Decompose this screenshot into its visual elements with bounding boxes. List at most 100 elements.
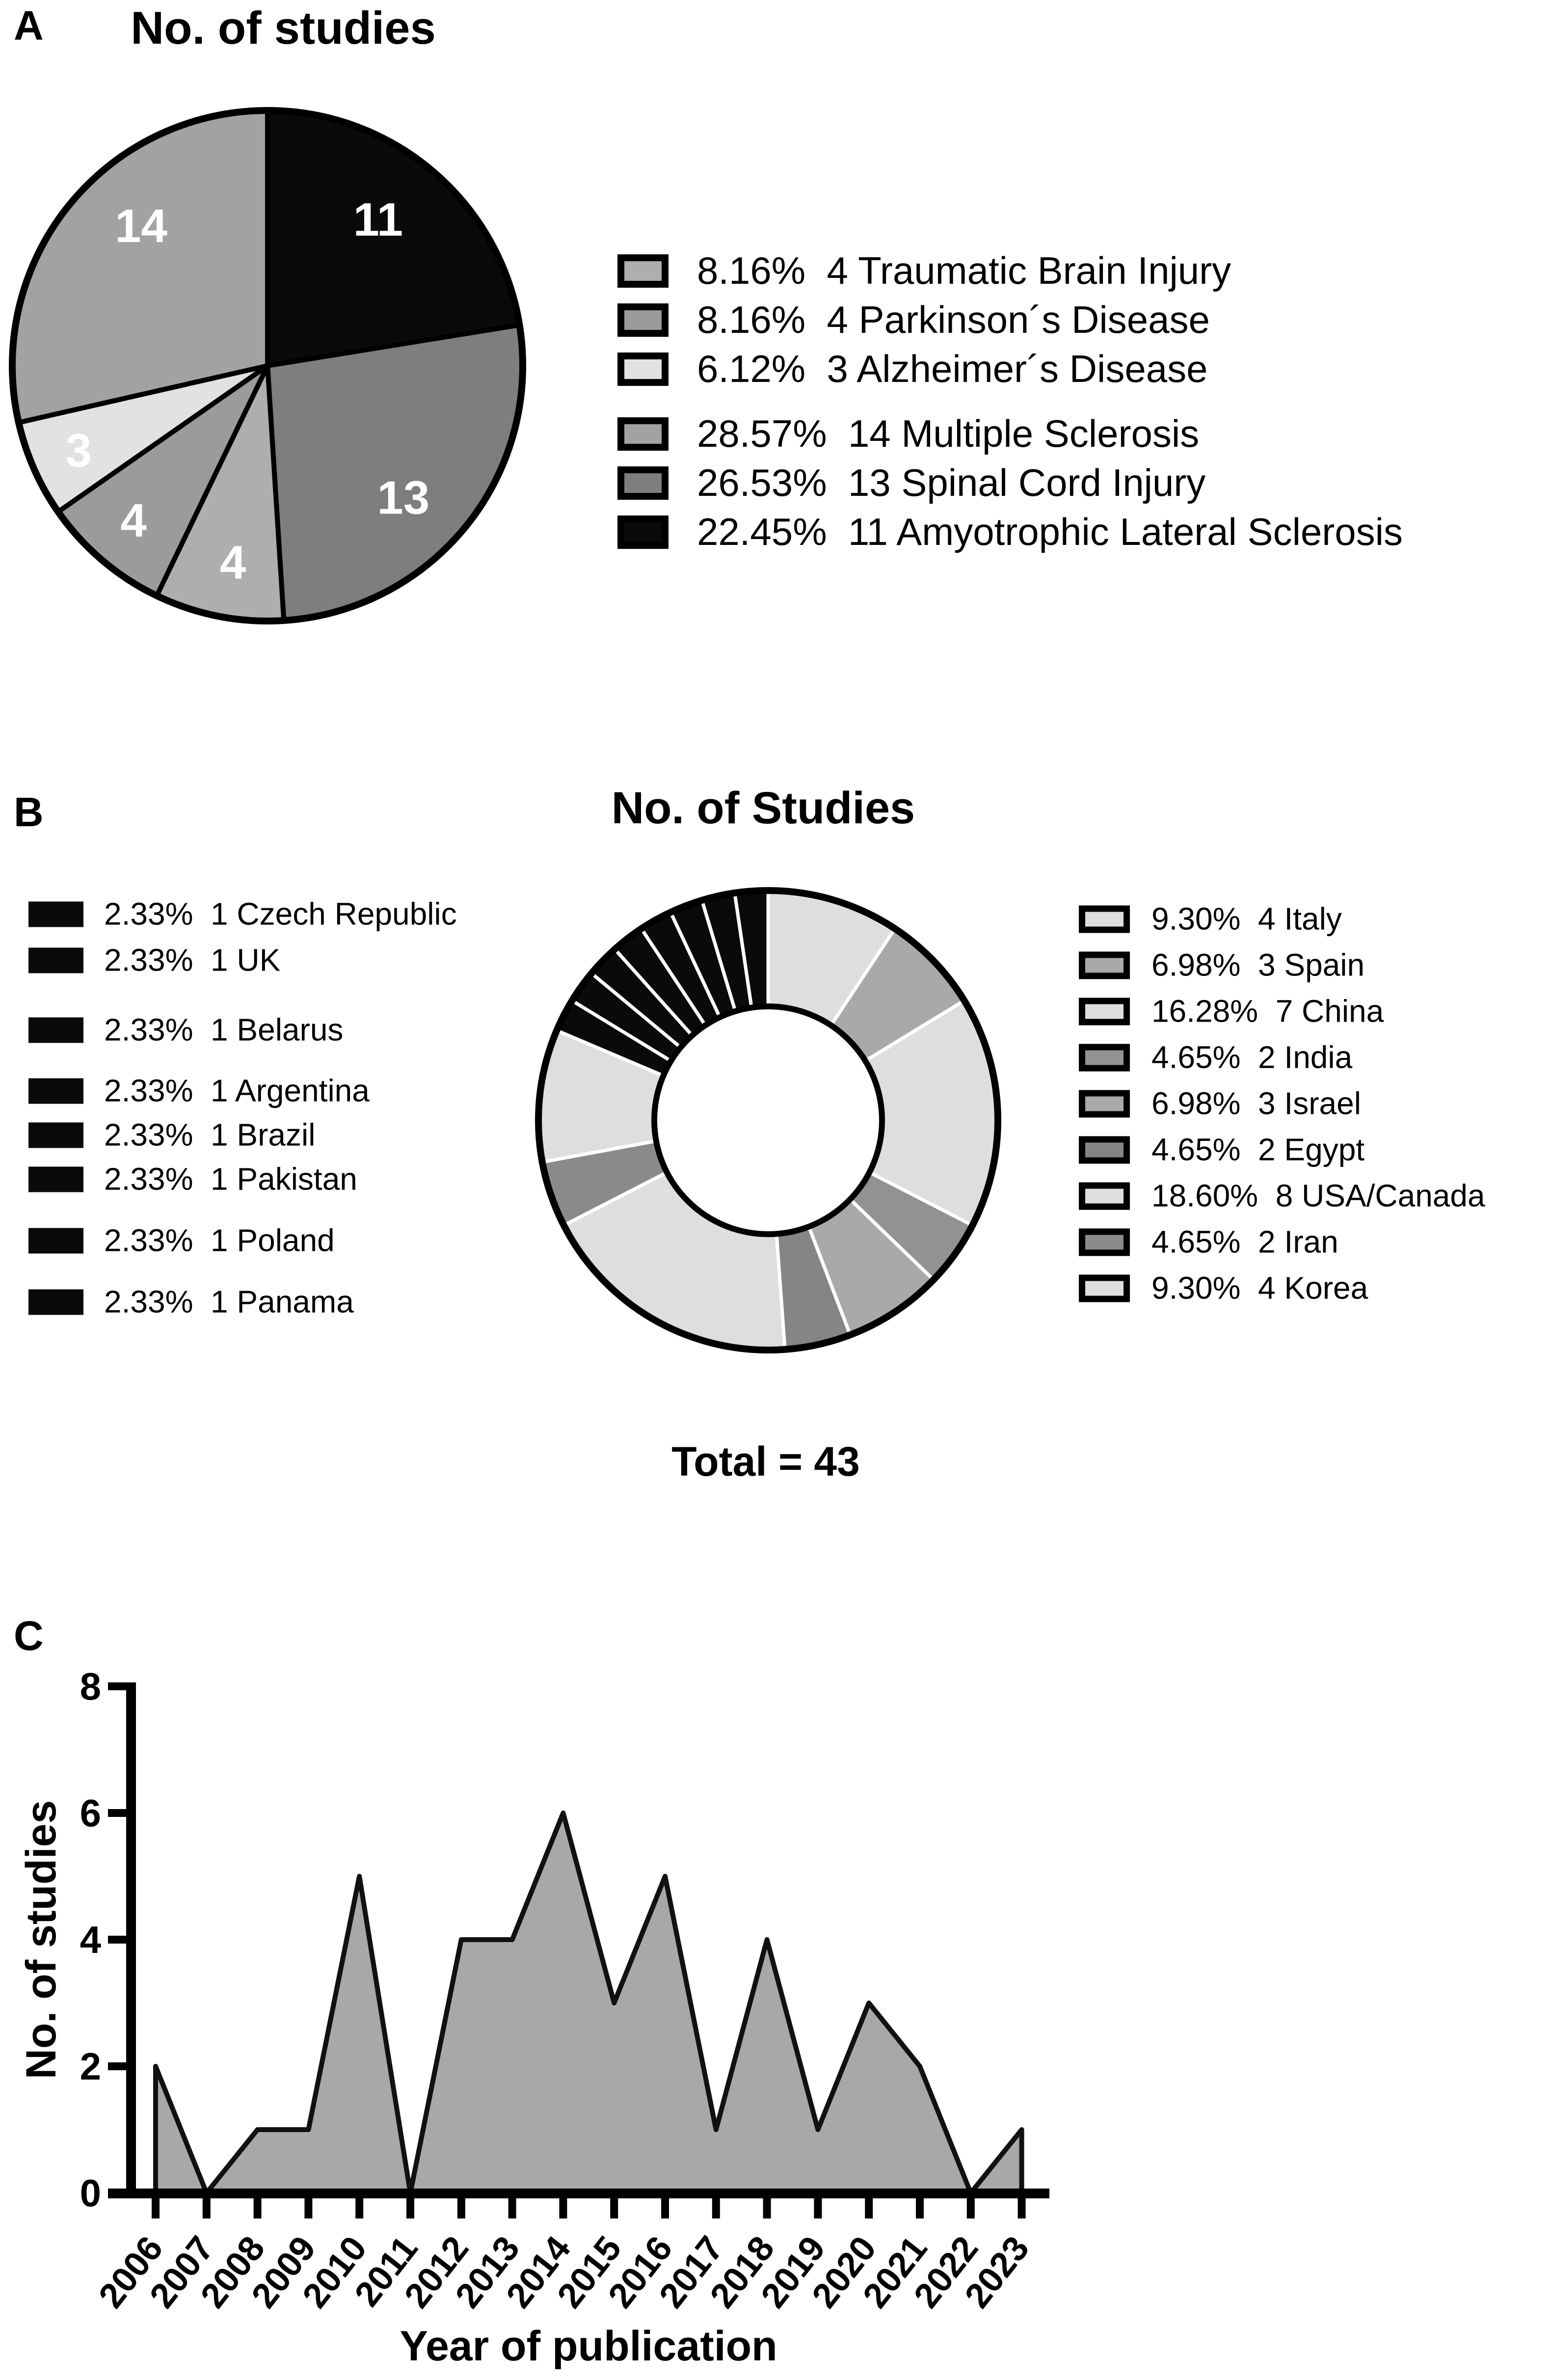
legend-item-argentina: 2.33% 1 Argentina (28, 1074, 370, 1107)
panel-a-label: A (14, 2, 44, 49)
legend-item-india: 4.65% 2 India (1079, 1041, 1352, 1074)
legend-swatch-belarus (28, 1017, 83, 1043)
x-tick-2022 (966, 2198, 975, 2218)
legend-item-spain: 6.98% 3 Spain (1079, 948, 1365, 981)
legend-label-parkinson-s-disease: 8.16% 4 Parkinson´s Disease (697, 298, 1210, 342)
legend-label-poland: 2.33% 1 Poland (104, 1222, 335, 1258)
y-tick-label-4: 4 (80, 1918, 101, 1961)
legend-swatch-iran (1079, 1228, 1130, 1256)
legend-label-pakistan: 2.33% 1 Pakistan (104, 1161, 357, 1197)
legend-label-italy: 9.30% 4 Italy (1151, 901, 1342, 937)
legend-label-czech-republic: 2.33% 1 Czech Republic (104, 896, 457, 932)
pie-slice-value-parkinson-s-disease: 4 (120, 494, 146, 547)
legend-swatch-panama (28, 1289, 83, 1315)
legend-swatch-italy (1079, 905, 1130, 933)
y-tick-2 (108, 2062, 135, 2070)
legend-swatch-israel (1079, 1090, 1130, 1117)
legend-swatch-amyotrophic-lateral-sclerosis (617, 515, 669, 549)
y-tick-label-6: 6 (80, 1791, 101, 1835)
legend-swatch-usa-canada (1079, 1182, 1130, 1210)
y-tick-label-8: 8 (80, 1665, 101, 1708)
y-axis-title: No. of studies (18, 1800, 65, 2080)
legend-swatch-spinal-cord-injury (617, 466, 669, 500)
legend-swatch-multiple-sclerosis (617, 417, 669, 451)
legend-swatch-india (1079, 1044, 1130, 1071)
x-tick-2017 (712, 2198, 720, 2218)
pie-slice-value-spinal-cord-injury: 13 (377, 471, 429, 524)
legend-swatch-egypt (1079, 1136, 1130, 1163)
x-tick-2015 (610, 2198, 618, 2218)
legend-swatch-china (1079, 998, 1130, 1025)
legend-label-iran: 4.65% 2 Iran (1151, 1224, 1338, 1260)
legend-item-traumatic-brain-injury: 8.16% 4 Traumatic Brain Injury (617, 249, 1231, 293)
legend-item-amyotrophic-lateral-sclerosis: 22.45% 11 Amyotrophic Lateral Sclerosis (617, 512, 1403, 552)
x-tick-2020 (865, 2198, 873, 2218)
legend-swatch-spain (1079, 951, 1130, 979)
legend-swatch-korea (1079, 1274, 1130, 1302)
pie-slice-multiple-sclerosis (10, 108, 270, 425)
legend-label-belarus: 2.33% 1 Belarus (104, 1012, 344, 1048)
x-tick-2019 (814, 2198, 822, 2218)
legend-label-china: 16.28% 7 China (1151, 993, 1384, 1029)
legend-swatch-uk (28, 947, 83, 973)
y-tick-6 (108, 1809, 135, 1817)
legend-label-india: 4.65% 2 India (1151, 1039, 1353, 1075)
pie-slice-value-amyotrophic-lateral-sclerosis: 11 (353, 193, 403, 246)
x-axis-title: Year of publication (400, 2323, 777, 2370)
donut-total-label: Total = 43 (671, 1438, 860, 1485)
legend-item-italy: 9.30% 4 Italy (1079, 902, 1342, 935)
legend-swatch-brazil (28, 1122, 83, 1148)
legend-label-traumatic-brain-injury: 8.16% 4 Traumatic Brain Injury (697, 249, 1231, 293)
x-tick-2008 (253, 2198, 262, 2218)
legend-label-egypt: 4.65% 2 Egypt (1151, 1132, 1365, 1167)
x-tick-2013 (508, 2198, 516, 2218)
legend-item-poland: 2.33% 1 Poland (28, 1224, 335, 1257)
donut-outer-outline (535, 887, 1001, 1353)
x-tick-2010 (355, 2198, 364, 2218)
legend-label-spinal-cord-injury: 26.53% 13 Spinal Cord Injury (697, 461, 1206, 505)
pie-outline (9, 107, 526, 624)
y-tick-4 (108, 1936, 135, 1944)
legend-swatch-pakistan (28, 1166, 83, 1192)
x-axis-line (108, 2189, 1049, 2198)
x-tick-2018 (763, 2198, 771, 2218)
legend-item-uk: 2.33% 1 UK (28, 944, 280, 976)
x-tick-2006 (152, 2198, 160, 2218)
legend-label-usa-canada: 18.60% 8 USA/Canada (1151, 1178, 1485, 1214)
x-tick-2011 (406, 2198, 414, 2218)
x-tick-2012 (457, 2198, 465, 2218)
y-tick-label-2: 2 (80, 2045, 101, 2088)
x-tick-2021 (916, 2198, 924, 2218)
legend-label-alzheimer-s-disease: 6.12% 3 Alzheimer´s Disease (697, 347, 1208, 391)
x-tick-2016 (661, 2198, 669, 2218)
legend-item-czech-republic: 2.33% 1 Czech Republic (28, 897, 457, 930)
legend-item-multiple-sclerosis: 28.57% 14 Multiple Sclerosis (617, 413, 1199, 454)
legend-label-spain: 6.98% 3 Spain (1151, 947, 1365, 983)
legend-label-uk: 2.33% 1 UK (104, 942, 281, 978)
legend-swatch-argentina (28, 1078, 83, 1104)
y-tick-label-0: 0 (80, 2171, 101, 2215)
y-tick-0 (108, 2189, 135, 2197)
legend-item-pakistan: 2.33% 1 Pakistan (28, 1163, 357, 1195)
legend-swatch-traumatic-brain-injury (617, 254, 669, 288)
legend-label-brazil: 2.33% 1 Brazil (104, 1117, 316, 1153)
legend-label-panama: 2.33% 1 Panama (104, 1284, 354, 1320)
legend-swatch-alzheimer-s-disease (617, 352, 669, 386)
donut-chart-countries (535, 887, 1001, 1353)
x-tick-2014 (559, 2198, 567, 2218)
donut-inner-outline (651, 1003, 885, 1237)
y-tick-8 (108, 1682, 135, 1690)
legend-item-parkinson-s-disease: 8.16% 4 Parkinson´s Disease (617, 298, 1210, 342)
legend-item-china: 16.28% 7 China (1079, 995, 1384, 1028)
legend-label-amyotrophic-lateral-sclerosis: 22.45% 11 Amyotrophic Lateral Sclerosis (697, 510, 1403, 554)
pie-slice-value-traumatic-brain-injury: 4 (220, 536, 246, 589)
legend-item-israel: 6.98% 3 Israel (1079, 1087, 1361, 1120)
panel-b-label: B (14, 789, 44, 835)
legend-item-usa-canada: 18.60% 8 USA/Canada (1079, 1179, 1485, 1212)
legend-item-alzheimer-s-disease: 6.12% 3 Alzheimer´s Disease (617, 349, 1207, 389)
legend-item-spinal-cord-injury: 26.53% 13 Spinal Cord Injury (617, 461, 1206, 505)
legend-item-brazil: 2.33% 1 Brazil (28, 1118, 315, 1151)
x-tick-2007 (202, 2198, 211, 2218)
